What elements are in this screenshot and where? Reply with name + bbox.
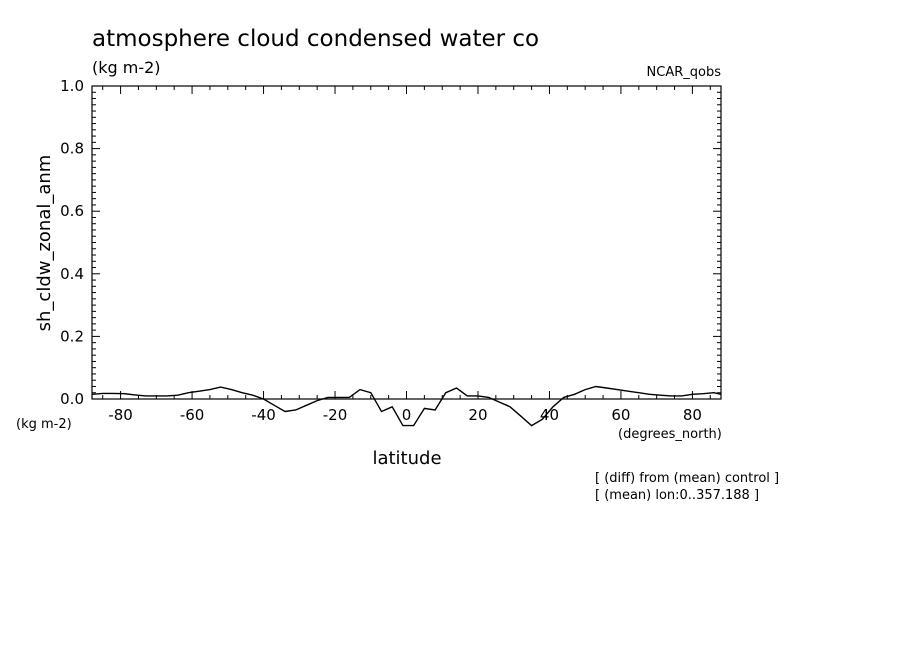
x-tick-label: 0: [402, 406, 412, 424]
x-axis: -80 -60 -40 -20 0 20 40 60 80: [102, 86, 711, 424]
x-tick-label: -20: [323, 406, 348, 424]
y-tick-label: 0.0: [60, 390, 84, 408]
x-tick-label: 80: [683, 406, 702, 424]
note-mean: [ (mean) lon:0..357.188 ]: [595, 488, 759, 503]
y-tick-label: 0.6: [60, 202, 84, 220]
series-line: [91, 385, 722, 427]
x-tick-label: -40: [251, 406, 276, 424]
note-diff: [ (diff) from (mean) control ]: [595, 471, 779, 486]
y-axis-label: sh_cldw_zonal_anm: [34, 155, 55, 332]
y-axis: 0.0 0.2 0.4 0.6 0.8 1.0: [60, 77, 721, 408]
plot-frame: [91, 85, 722, 400]
x-axis-label: latitude: [372, 448, 441, 469]
chart-subtitle: (kg m-2): [92, 58, 161, 77]
source-label: NCAR_qobs: [647, 65, 722, 80]
chart-title: atmosphere cloud condensed water co: [92, 26, 539, 52]
y-tick-label: 0.4: [60, 265, 84, 283]
y-tick-label: 0.8: [60, 140, 84, 158]
y-tick-label: 1.0: [60, 77, 84, 95]
series-layer: [91, 385, 722, 427]
x-tick-label: -60: [180, 406, 205, 424]
x-tick-label: 20: [468, 406, 487, 424]
x-unit-label: (degrees_north): [618, 427, 722, 442]
y-tick-label: 0.2: [60, 327, 84, 345]
x-tick-label: 60: [611, 406, 630, 424]
x-tick-label: -80: [108, 406, 133, 424]
y-unit-label: (kg m-2): [16, 417, 72, 432]
x-tick-label: 40: [540, 406, 559, 424]
